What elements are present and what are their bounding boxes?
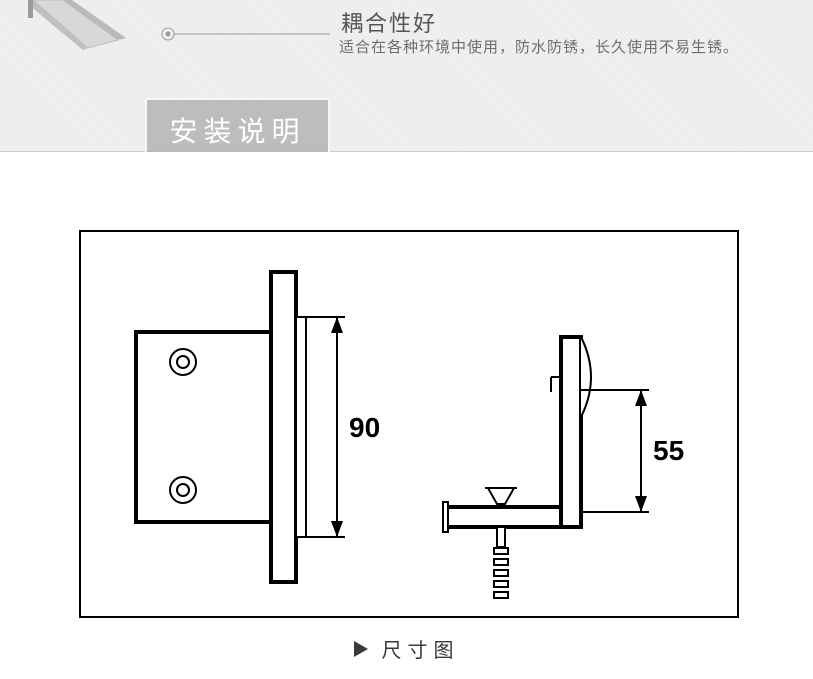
diagram-caption: 尺寸图 [382, 634, 460, 663]
feature-description: 适合在各种环境中使用，防水防锈，长久使用不易生锈。 [339, 36, 739, 57]
content-area: 90 55 尺寸图 [0, 152, 813, 679]
dimension-diagram: 90 55 [79, 230, 739, 618]
feature-connector-line [160, 24, 330, 44]
product-thumbnail [28, 0, 148, 50]
diagram-caption-row: 尺寸图 [0, 634, 813, 663]
feature-title: 耦合性好 [341, 6, 437, 38]
svg-text:90: 90 [349, 412, 380, 443]
badge-title-cn: 安装说明 [169, 110, 305, 150]
caption-arrow-icon [354, 641, 368, 657]
top-area: 耦合性好 适合在各种环境中使用，防水防锈，长久使用不易生锈。 安装说明 Inst… [0, 0, 813, 152]
svg-text:55: 55 [653, 435, 684, 466]
